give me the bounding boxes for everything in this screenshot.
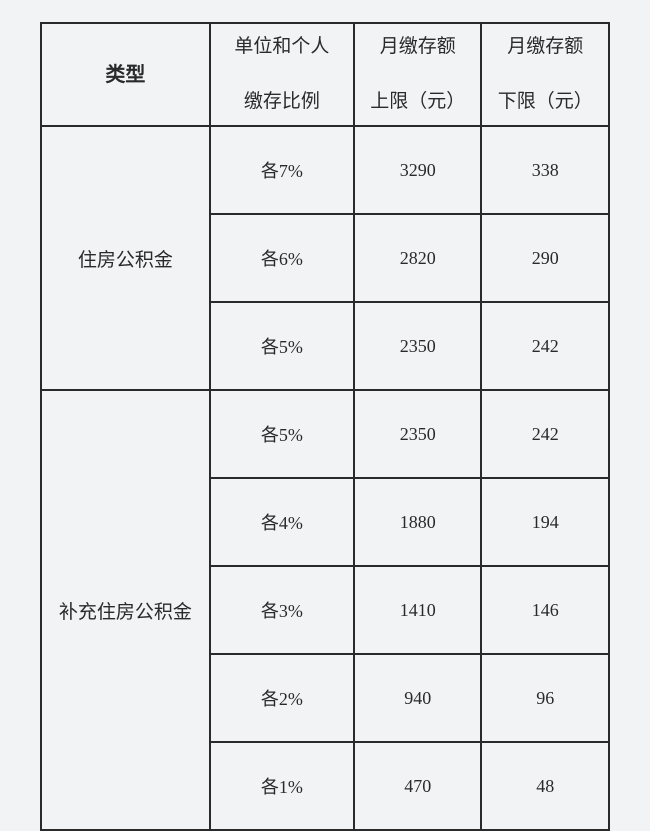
ratio-cell: 各2% — [210, 654, 354, 742]
lower-cell: 146 — [481, 566, 609, 654]
table-row: 补充住房公积金 各5% 2350 242 — [41, 390, 609, 478]
header-upper-line1: 月缴存额 — [359, 34, 477, 61]
upper-cell: 2820 — [354, 214, 482, 302]
lower-cell: 242 — [481, 302, 609, 390]
header-lower-line2: 下限（元） — [486, 89, 604, 116]
category-cell: 补充住房公积金 — [41, 390, 210, 830]
ratio-cell: 各7% — [210, 126, 354, 214]
table-body: 住房公积金 各7% 3290 338 各6% 2820 290 各5% 2350… — [41, 126, 609, 830]
upper-cell: 470 — [354, 742, 482, 830]
ratio-cell: 各6% — [210, 214, 354, 302]
ratio-cell: 各3% — [210, 566, 354, 654]
header-type: 类型 — [41, 23, 210, 126]
header-lower-line1: 月缴存额 — [486, 34, 604, 61]
table-row: 住房公积金 各7% 3290 338 — [41, 126, 609, 214]
lower-cell: 194 — [481, 478, 609, 566]
upper-cell: 1410 — [354, 566, 482, 654]
upper-cell: 940 — [354, 654, 482, 742]
header-ratio-line2: 缴存比例 — [215, 89, 349, 116]
header-upper: 月缴存额 上限（元） — [354, 23, 482, 126]
lower-cell: 290 — [481, 214, 609, 302]
upper-cell: 1880 — [354, 478, 482, 566]
upper-cell: 2350 — [354, 302, 482, 390]
header-upper-line2: 上限（元） — [359, 89, 477, 116]
lower-cell: 48 — [481, 742, 609, 830]
upper-cell: 3290 — [354, 126, 482, 214]
ratio-cell: 各1% — [210, 742, 354, 830]
header-lower: 月缴存额 下限（元） — [481, 23, 609, 126]
ratio-cell: 各5% — [210, 302, 354, 390]
ratio-cell: 各5% — [210, 390, 354, 478]
category-cell: 住房公积金 — [41, 126, 210, 390]
upper-cell: 2350 — [354, 390, 482, 478]
table-header-row: 类型 单位和个人 缴存比例 月缴存额 上限（元） 月缴存额 下限（元） — [41, 23, 609, 126]
header-ratio: 单位和个人 缴存比例 — [210, 23, 354, 126]
lower-cell: 96 — [481, 654, 609, 742]
lower-cell: 338 — [481, 126, 609, 214]
lower-cell: 242 — [481, 390, 609, 478]
header-ratio-line1: 单位和个人 — [215, 34, 349, 61]
ratio-cell: 各4% — [210, 478, 354, 566]
provident-fund-table: 类型 单位和个人 缴存比例 月缴存额 上限（元） 月缴存额 下限（元） — [40, 22, 610, 831]
